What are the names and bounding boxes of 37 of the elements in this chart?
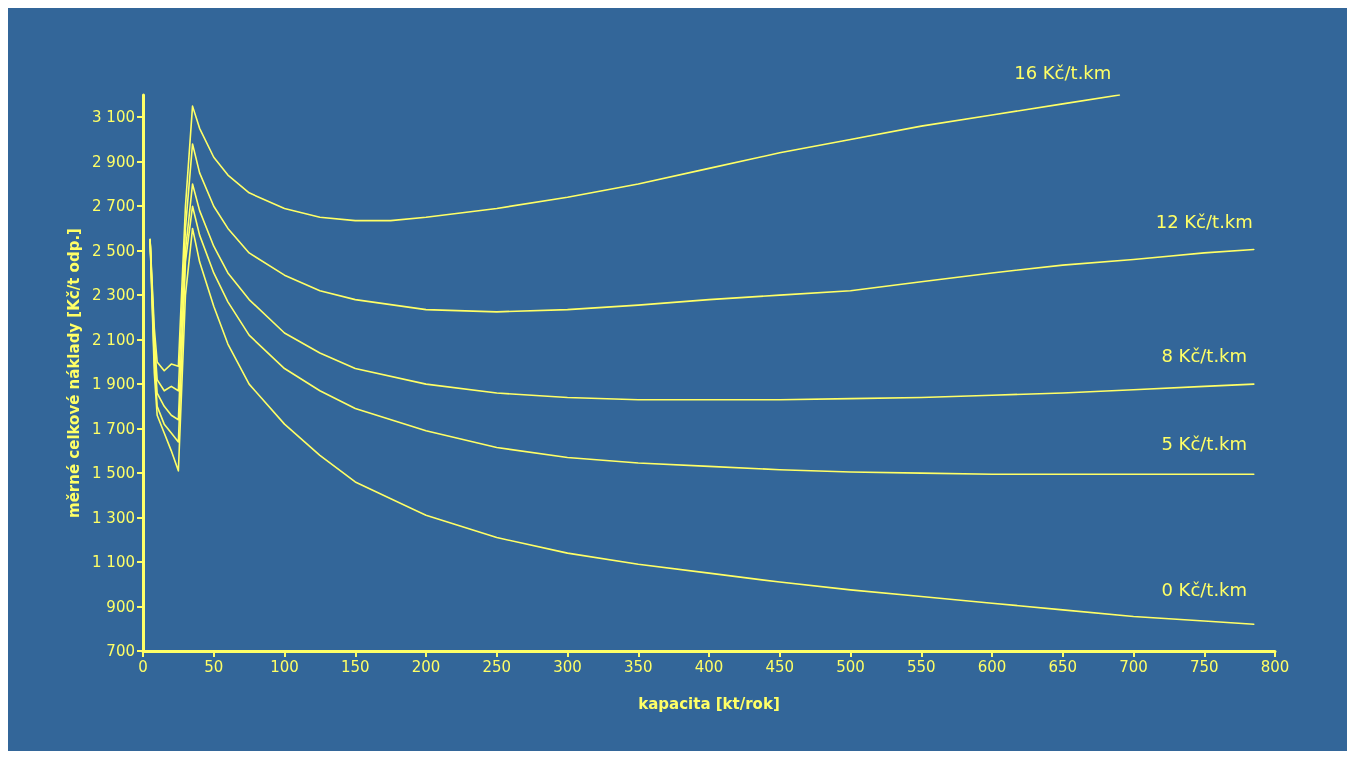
y-tick-label: 2 700: [92, 197, 135, 216]
x-tick-label: 450: [765, 657, 795, 676]
x-tick-label: 500: [836, 657, 865, 676]
y-tick-label: 1 900: [92, 375, 135, 394]
x-tick-label: 750: [1189, 657, 1219, 676]
y-tick-label: 2 100: [92, 330, 135, 349]
x-tick-label: 50: [204, 657, 224, 676]
y-tick-label: 1 500: [92, 464, 135, 483]
series-label: 5 Kč/t.km: [1161, 432, 1248, 454]
y-tick-label: 2 300: [92, 286, 135, 305]
y-tick-label: 900: [106, 597, 135, 616]
x-tick-label: 650: [1048, 657, 1078, 676]
series-label: 8 Kč/t.km: [1161, 344, 1248, 366]
series-label: 16 Kč/t.km: [1014, 62, 1112, 84]
y-tick-label: 2 900: [92, 152, 135, 171]
x-tick-label: 150: [340, 657, 370, 676]
x-tick-label: 0: [138, 657, 148, 676]
series-label: 12 Kč/t.km: [1155, 211, 1253, 233]
x-tick-label: 250: [482, 657, 512, 676]
x-tick-label: 400: [694, 657, 724, 676]
y-axis-title: měrné celkové náklady [Kč/t odp.]: [64, 228, 83, 518]
y-tick-label: 1 300: [92, 508, 135, 527]
x-tick-label: 600: [977, 657, 1007, 676]
series-label: 0 Kč/t.km: [1161, 579, 1248, 601]
x-tick-label: 200: [411, 657, 441, 676]
y-tick-label: 1 700: [92, 419, 135, 438]
x-tick-label: 800: [1260, 657, 1290, 676]
y-tick-label: 1 100: [92, 553, 135, 572]
y-tick-label: 2 500: [92, 241, 135, 260]
y-tick-label: 3 100: [92, 108, 135, 127]
y-tick-label: 700: [106, 642, 135, 660]
x-tick-label: 700: [1119, 657, 1148, 676]
x-axis-title: kapacita [kt/rok]: [638, 694, 780, 713]
x-tick-label: 550: [906, 657, 936, 676]
x-tick-label: 100: [270, 657, 299, 676]
x-tick-label: 300: [553, 657, 582, 676]
x-tick-label: 350: [623, 657, 653, 676]
